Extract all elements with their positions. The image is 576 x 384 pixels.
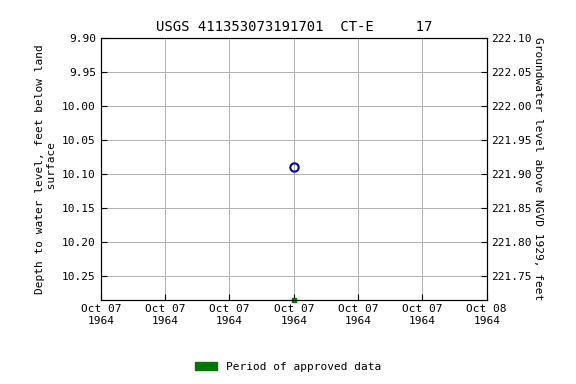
Y-axis label: Depth to water level, feet below land
 surface: Depth to water level, feet below land su… xyxy=(35,44,56,294)
Y-axis label: Groundwater level above NGVD 1929, feet: Groundwater level above NGVD 1929, feet xyxy=(533,37,543,301)
Title: USGS 411353073191701  CT-E     17: USGS 411353073191701 CT-E 17 xyxy=(156,20,432,35)
Legend: Period of approved data: Period of approved data xyxy=(191,358,385,377)
